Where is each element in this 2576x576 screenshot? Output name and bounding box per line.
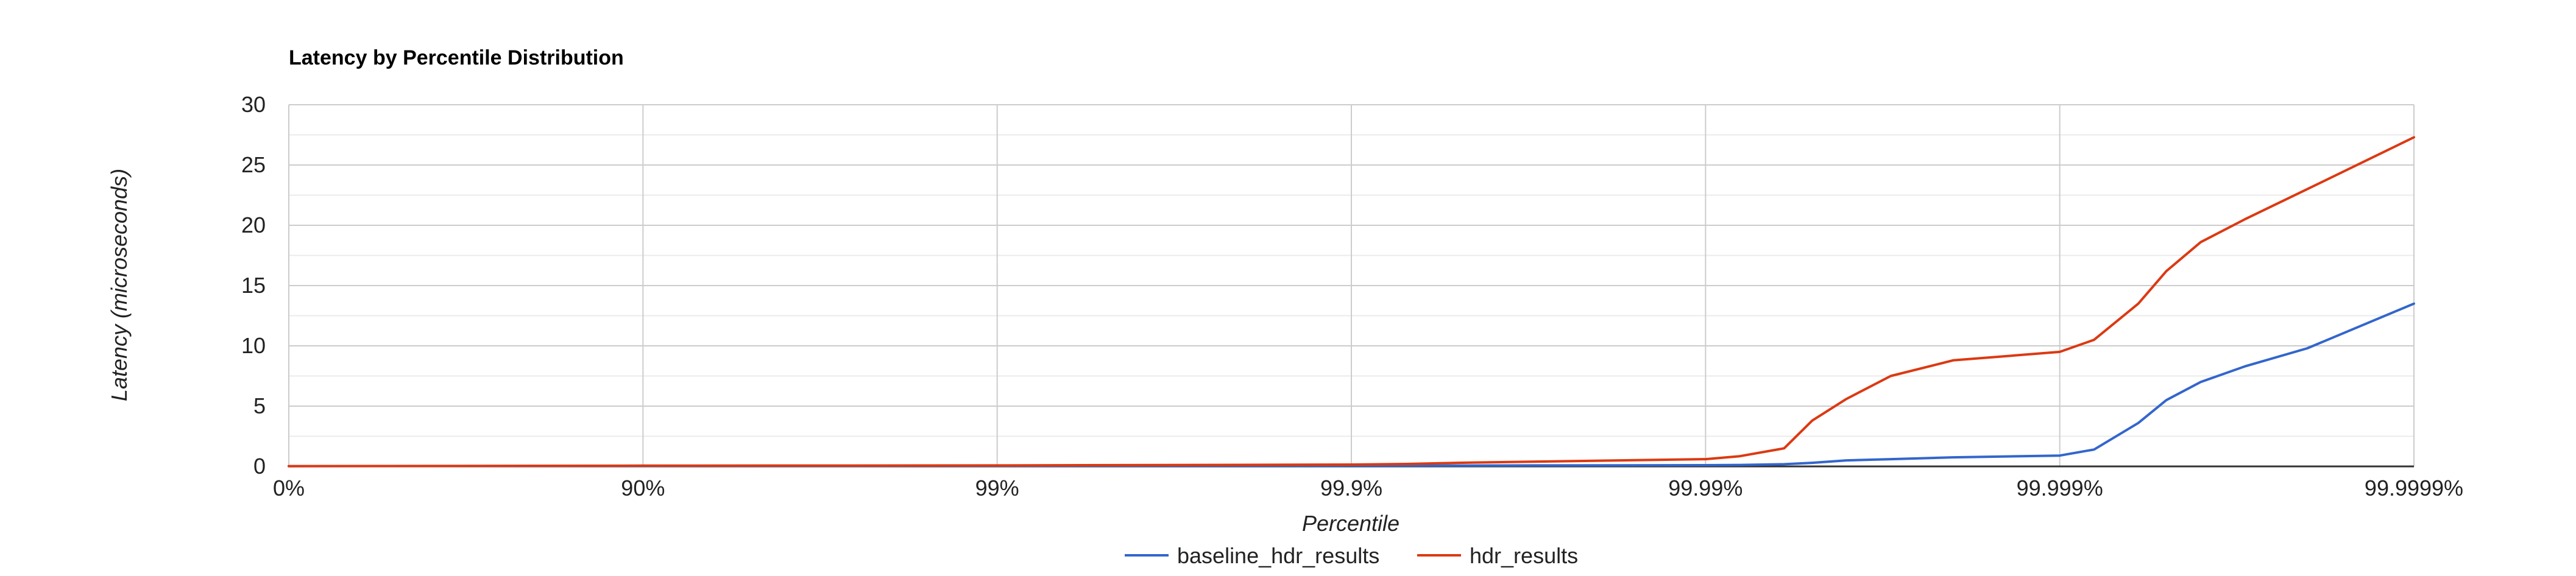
x-tick-label: 99.999% <box>2017 476 2103 500</box>
y-tick-label: 0 <box>253 454 266 479</box>
legend: baseline_hdr_results hdr_results <box>1125 543 1578 568</box>
chart-title: Latency by Percentile Distribution <box>289 46 624 69</box>
y-tick-label: 10 <box>241 333 266 358</box>
x-tick-label: 99.9999% <box>2365 476 2463 500</box>
y-tick-label: 20 <box>241 212 266 237</box>
series-line-hdr-results <box>288 136 2415 468</box>
y-axis-title: Latency (microseconds) <box>107 169 132 401</box>
x-tick-label: 99.9% <box>1320 476 1382 500</box>
grid <box>289 104 2415 466</box>
y-tick-label: 25 <box>241 152 266 177</box>
y-tick-label: 5 <box>253 393 266 418</box>
x-tick-label: 90% <box>621 476 665 500</box>
series-line-baseline-hdr-results <box>288 302 2415 468</box>
x-tick-label: 99.99% <box>1668 476 1743 500</box>
legend-label: baseline_hdr_results <box>1177 543 1379 568</box>
y-tick-label: 30 <box>241 92 266 117</box>
x-axis-title: Percentile <box>1302 511 1399 536</box>
series-lines <box>288 136 2415 468</box>
x-tick-label: 99% <box>975 476 1019 500</box>
x-tick-label: 0% <box>273 476 305 500</box>
legend-label: hdr_results <box>1470 543 1578 568</box>
y-tick-label: 15 <box>241 273 266 298</box>
tick-labels: 0 5 10 15 20 25 30 0% 90% 99% 99.9% 99.99% 99.999% 99… <box>241 92 2463 500</box>
